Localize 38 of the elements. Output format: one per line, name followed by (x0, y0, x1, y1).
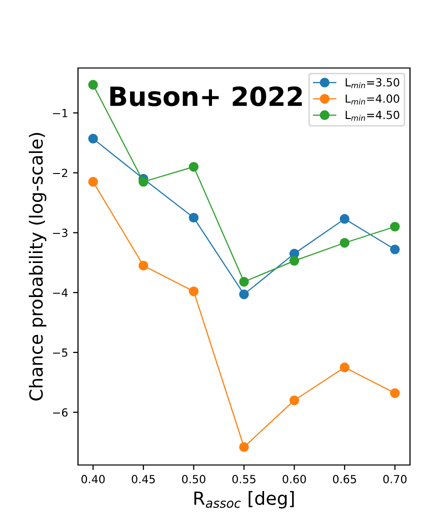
y-tick-label: −4 (53, 288, 68, 297)
point (138, 176, 148, 187)
point (340, 238, 350, 248)
x-tick-label: 0.55 (232, 474, 256, 484)
point (188, 212, 199, 223)
legend-label: L$_{min}$=4.50 (346, 110, 400, 121)
point (390, 388, 400, 398)
point (390, 244, 400, 254)
point (239, 442, 249, 452)
annotation: Buson+ 2022 (110, 86, 302, 106)
point (239, 276, 249, 287)
point (88, 134, 98, 144)
x-tick-label: 0.60 (282, 474, 306, 484)
point (188, 162, 199, 172)
point (138, 260, 148, 270)
x-tick-label: 0.65 (332, 474, 356, 484)
point (390, 222, 400, 232)
x-tick-label: 0.45 (132, 474, 155, 484)
point (188, 286, 199, 296)
x-tick-label: 0.70 (383, 474, 407, 484)
legend-label: L$_{min}$=3.50 (346, 78, 400, 88)
y-tick-label: −6 (53, 408, 68, 417)
point (340, 214, 350, 224)
legend-label: L$_{min}$=4.00 (346, 94, 400, 104)
x-axis-title: R$_{assoc}$ [deg] (194, 491, 294, 509)
y-tick-label: −3 (53, 228, 68, 238)
point (88, 176, 98, 187)
point (340, 362, 350, 372)
point (88, 80, 98, 90)
y-tick-label: −5 (53, 348, 68, 357)
y-tick-label: −1 (53, 109, 68, 118)
x-tick-label: 0.50 (182, 474, 206, 484)
y-tick-label: −2 (53, 168, 68, 178)
y-axis-title: Chance probability (log-scale) (28, 133, 46, 401)
point (289, 256, 300, 266)
x-tick-label: 0.40 (81, 474, 105, 484)
point (239, 289, 249, 300)
point (289, 395, 300, 406)
